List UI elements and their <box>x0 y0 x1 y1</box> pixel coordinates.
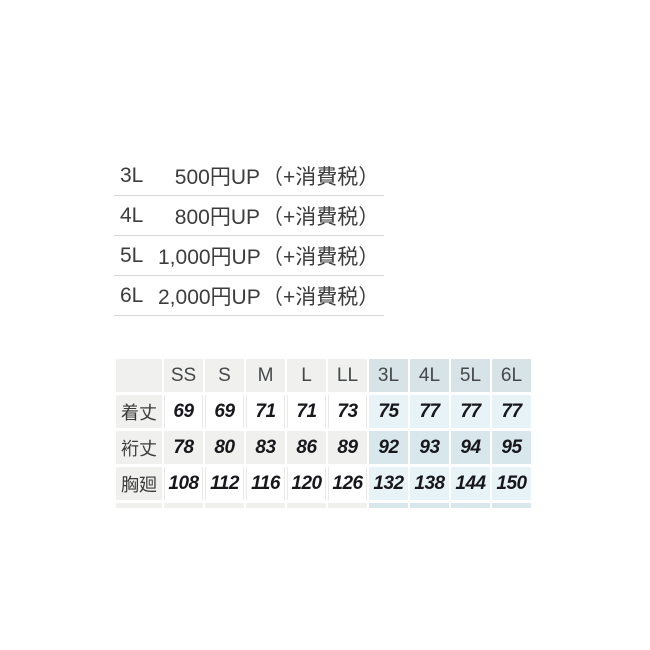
price-size-label: 5L <box>120 243 144 267</box>
size-value-cell: 93 <box>410 431 449 464</box>
price-tax-note: （+消費税） <box>262 245 380 269</box>
measure-row-label: 胸廻 <box>116 467 162 500</box>
size-value-cell: 69 <box>205 395 244 428</box>
table-bottom-strip-cell <box>328 503 367 508</box>
table-bottom-strip-cell <box>116 503 162 508</box>
price-tax-note: （+消費税） <box>262 165 380 189</box>
measure-row-label: 裄丈 <box>116 431 162 464</box>
price-amount: 2,000円UP <box>158 285 261 309</box>
price-amount: 1,000円UP <box>158 245 261 269</box>
price-amount: 500円UP <box>174 165 260 189</box>
size-column-header: 6L <box>492 359 531 392</box>
size-column-header: 3L <box>369 359 408 392</box>
size-value-cell: 77 <box>492 395 531 428</box>
size-value-cell: 71 <box>246 395 285 428</box>
measure-row-label: 着丈 <box>116 395 162 428</box>
price-tax-note: （+消費税） <box>262 205 380 229</box>
size-column-header: L <box>287 359 326 392</box>
size-value-cell: 126 <box>328 467 367 500</box>
price-size-label: 4L <box>120 203 144 227</box>
table-corner-cell <box>116 359 162 392</box>
size-value-cell: 150 <box>492 467 531 500</box>
size-value-cell: 77 <box>451 395 490 428</box>
size-value-cell: 120 <box>287 467 326 500</box>
table-bottom-strip-cell <box>287 503 326 508</box>
size-value-cell: 89 <box>328 431 367 464</box>
size-value-cell: 86 <box>287 431 326 464</box>
size-column-header: LL <box>328 359 367 392</box>
plus-size-price-list: 3L 500円UP （+消費税） 4L 800円UP （+消費税） 5L 1,0… <box>114 156 384 316</box>
size-value-cell: 132 <box>369 467 408 500</box>
price-row: 6L 2,000円UP （+消費税） <box>114 276 384 316</box>
price-amount: 800円UP <box>174 205 260 229</box>
size-value-cell: 73 <box>328 395 367 428</box>
size-value-cell: 94 <box>451 431 490 464</box>
table-bottom-strip-cell <box>164 503 203 508</box>
table-bottom-strip-cell <box>369 503 408 508</box>
table-bottom-strip-cell <box>205 503 244 508</box>
size-value-cell: 95 <box>492 431 531 464</box>
size-column-header: SS <box>164 359 203 392</box>
size-value-cell: 144 <box>451 467 490 500</box>
size-value-cell: 77 <box>410 395 449 428</box>
size-value-cell: 108 <box>164 467 203 500</box>
price-row: 4L 800円UP （+消費税） <box>114 196 384 236</box>
size-column-header: 4L <box>410 359 449 392</box>
table-bottom-strip-cell <box>410 503 449 508</box>
price-size-label: 3L <box>120 163 144 187</box>
size-value-cell: 138 <box>410 467 449 500</box>
size-value-cell: 75 <box>369 395 408 428</box>
size-value-cell: 69 <box>164 395 203 428</box>
size-value-cell: 71 <box>287 395 326 428</box>
size-value-cell: 116 <box>246 467 285 500</box>
price-tax-note: （+消費税） <box>262 285 380 309</box>
table-bottom-strip-cell <box>492 503 531 508</box>
table-bottom-strip-cell <box>246 503 285 508</box>
size-column-header: M <box>246 359 285 392</box>
size-value-cell: 80 <box>205 431 244 464</box>
size-value-cell: 83 <box>246 431 285 464</box>
size-value-cell: 112 <box>205 467 244 500</box>
price-row: 5L 1,000円UP （+消費税） <box>114 236 384 276</box>
size-table: SS S M L LL 3L 4L 5L 6L 着丈 69 69 71 71 7… <box>116 359 531 508</box>
size-column-header: S <box>205 359 244 392</box>
price-row: 3L 500円UP （+消費税） <box>114 156 384 196</box>
price-size-label: 6L <box>120 283 144 307</box>
size-value-cell: 78 <box>164 431 203 464</box>
size-value-cell: 92 <box>369 431 408 464</box>
table-bottom-strip-cell <box>451 503 490 508</box>
size-column-header: 5L <box>451 359 490 392</box>
